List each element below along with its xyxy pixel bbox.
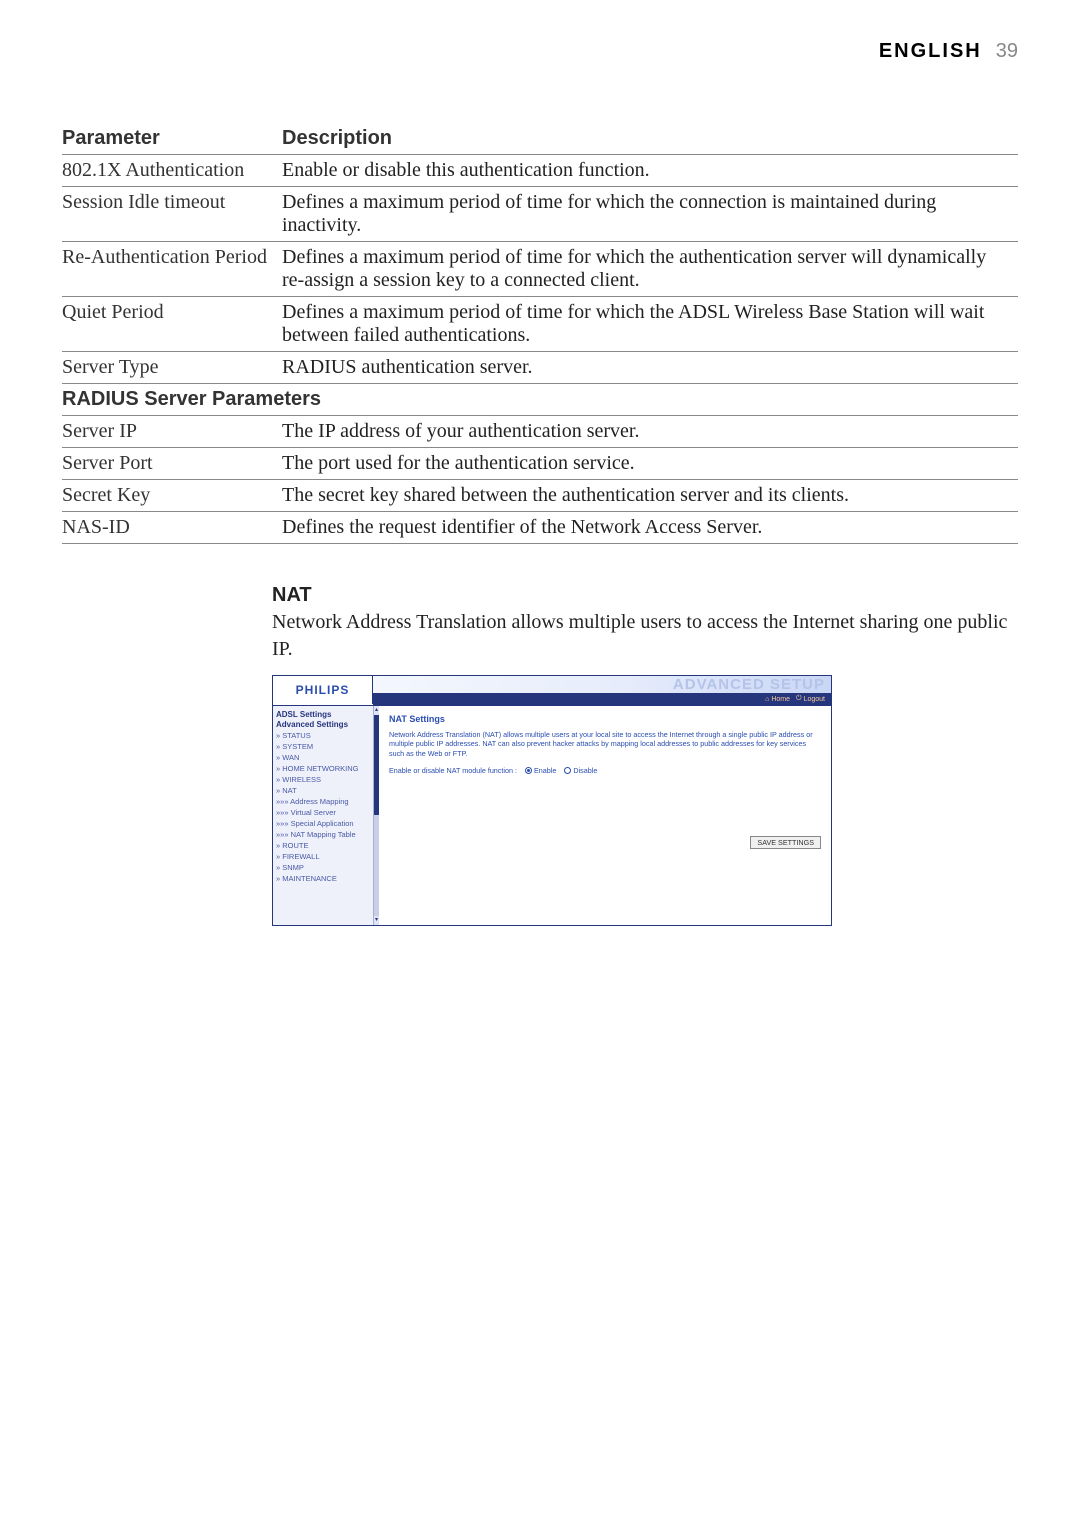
param-cell: Server Type: [62, 352, 282, 384]
param-cell: Session Idle timeout: [62, 187, 282, 242]
desc-cell: The port used for the authentication ser…: [282, 448, 1018, 480]
sidebar-item[interactable]: » STATUS: [276, 730, 370, 741]
sidebar-item[interactable]: »»» Address Mapping: [276, 796, 370, 807]
table-row: Re-Authentication PeriodDefines a maximu…: [62, 242, 1018, 297]
sidebar-item[interactable]: » HOME NETWORKING: [276, 763, 370, 774]
sidebar-item[interactable]: » ROUTE: [276, 840, 370, 851]
desc-cell: Defines a maximum period of time for whi…: [282, 297, 1018, 352]
desc-cell: The secret key shared between the authen…: [282, 480, 1018, 512]
sidebar-heading-advanced: Advanced Settings: [276, 720, 370, 729]
radio-off-icon: [564, 767, 571, 774]
param-cell: Quiet Period: [62, 297, 282, 352]
nat-settings-desc: Network Address Translation (NAT) allows…: [389, 730, 821, 758]
sidebar-heading-adsl: ADSL Settings: [276, 710, 370, 719]
param-cell: NAS-ID: [62, 512, 282, 544]
home-link[interactable]: ⌂ Home: [765, 696, 790, 703]
desc-cell: Defines a maximum period of time for whi…: [282, 242, 1018, 297]
param-cell: Server IP: [62, 416, 282, 448]
nat-toggle-label: Enable or disable NAT module function :: [389, 766, 517, 775]
table-row: NAS-IDDefines the request identifier of …: [62, 512, 1018, 544]
col-description: Description: [282, 123, 1018, 155]
table-row: Session Idle timeoutDefines a maximum pe…: [62, 187, 1018, 242]
router-main-panel: NAT Settings Network Address Translation…: [379, 706, 831, 925]
param-cell: 802.1X Authentication: [62, 155, 282, 187]
router-logo: PHILIPS: [273, 676, 373, 704]
router-banner-title: ADVANCED SETUP: [373, 676, 831, 693]
sidebar-item[interactable]: » SYSTEM: [276, 741, 370, 752]
section-body-nat: Network Address Translation allows multi…: [272, 609, 1018, 663]
desc-cell: The IP address of your authentication se…: [282, 416, 1018, 448]
desc-cell: RADIUS authentication server.: [282, 352, 1018, 384]
param-cell: Server Port: [62, 448, 282, 480]
header-page-number: 39: [996, 40, 1018, 62]
save-settings-button[interactable]: SAVE SETTINGS: [750, 836, 821, 849]
page-header: ENGLISH 39: [62, 40, 1018, 63]
sidebar-item[interactable]: » WIRELESS: [276, 774, 370, 785]
parameter-table: Parameter Description 802.1X Authenticat…: [62, 123, 1018, 544]
table-row: Server TypeRADIUS authentication server.: [62, 352, 1018, 384]
desc-cell: Defines the request identifier of the Ne…: [282, 512, 1018, 544]
table-row: Server PortThe port used for the authent…: [62, 448, 1018, 480]
param-cell: Re-Authentication Period: [62, 242, 282, 297]
sidebar-item[interactable]: »»» Virtual Server: [276, 807, 370, 818]
router-sidebar: ADSL Settings Advanced Settings » STATUS…: [273, 706, 373, 925]
sidebar-item[interactable]: » WAN: [276, 752, 370, 763]
sidebar-item[interactable]: » SNMP: [276, 862, 370, 873]
sidebar-item[interactable]: »»» Special Application: [276, 818, 370, 829]
desc-cell: Defines a maximum period of time for whi…: [282, 187, 1018, 242]
sidebar-item[interactable]: » NAT: [276, 785, 370, 796]
table-row: 802.1X AuthenticationEnable or disable t…: [62, 155, 1018, 187]
nat-enable-radio[interactable]: Enable: [525, 766, 556, 775]
section-title-nat: NAT: [272, 584, 1018, 607]
sidebar-item[interactable]: » MAINTENANCE: [276, 873, 370, 884]
logout-link[interactable]: ⏻ Logout: [796, 695, 825, 703]
col-parameter: Parameter: [62, 123, 282, 155]
header-language: ENGLISH: [879, 40, 982, 62]
sidebar-item[interactable]: » FIREWALL: [276, 851, 370, 862]
nat-settings-title: NAT Settings: [389, 714, 821, 724]
router-screenshot: PHILIPS ADVANCED SETUP ⌂ Home ⏻ Logout A…: [272, 675, 832, 926]
radius-subheading: RADIUS Server Parameters: [62, 384, 1018, 416]
param-cell: Secret Key: [62, 480, 282, 512]
sidebar-item[interactable]: »»» NAT Mapping Table: [276, 829, 370, 840]
table-row: Quiet PeriodDefines a maximum period of …: [62, 297, 1018, 352]
table-row: Server IPThe IP address of your authenti…: [62, 416, 1018, 448]
radio-on-icon: [525, 767, 532, 774]
nat-disable-radio[interactable]: Disable: [564, 766, 597, 775]
table-row: Secret KeyThe secret key shared between …: [62, 480, 1018, 512]
desc-cell: Enable or disable this authentication fu…: [282, 155, 1018, 187]
